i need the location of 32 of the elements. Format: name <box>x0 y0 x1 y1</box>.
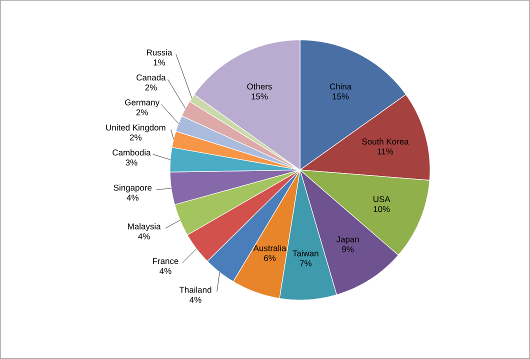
slice-label: Germany <box>125 99 160 108</box>
slice-label: United Kingdom <box>106 124 166 132</box>
slice-label: South Korea <box>362 138 409 145</box>
slice-label: USA <box>374 196 390 202</box>
slice-label: Thailand <box>179 286 212 293</box>
slice-label: Malaysia <box>128 223 161 232</box>
slice-label: Others <box>247 83 272 90</box>
data-label: 4% <box>190 296 202 303</box>
data-label: 6% <box>264 255 276 262</box>
data-label: 15% <box>252 94 268 100</box>
slice-label: France <box>152 258 178 264</box>
data-label: 4% <box>138 233 150 240</box>
slice-label: Australia <box>253 245 286 252</box>
data-label: 4% <box>160 268 172 274</box>
slice-label: China <box>330 83 352 90</box>
data-label: 1% <box>154 60 166 66</box>
slice-label: Canada <box>136 74 166 81</box>
data-label: 11% <box>378 148 394 154</box>
data-label: 4% <box>126 194 138 201</box>
data-label: 2% <box>145 84 157 90</box>
slice-label: Taiwan <box>292 250 318 256</box>
data-label: 7% <box>300 260 312 266</box>
data-label: 2% <box>130 134 142 140</box>
slice-label: Japan <box>336 236 359 244</box>
data-label: 2% <box>136 109 148 116</box>
slice-label: Cambodia <box>112 149 151 156</box>
data-label: 9% <box>342 246 354 252</box>
slice-label: Singapore <box>114 184 152 192</box>
slice-label: Russia <box>147 49 172 56</box>
data-label: 10% <box>374 206 390 212</box>
data-label: 3% <box>126 160 138 166</box>
data-label: 15% <box>332 94 349 100</box>
